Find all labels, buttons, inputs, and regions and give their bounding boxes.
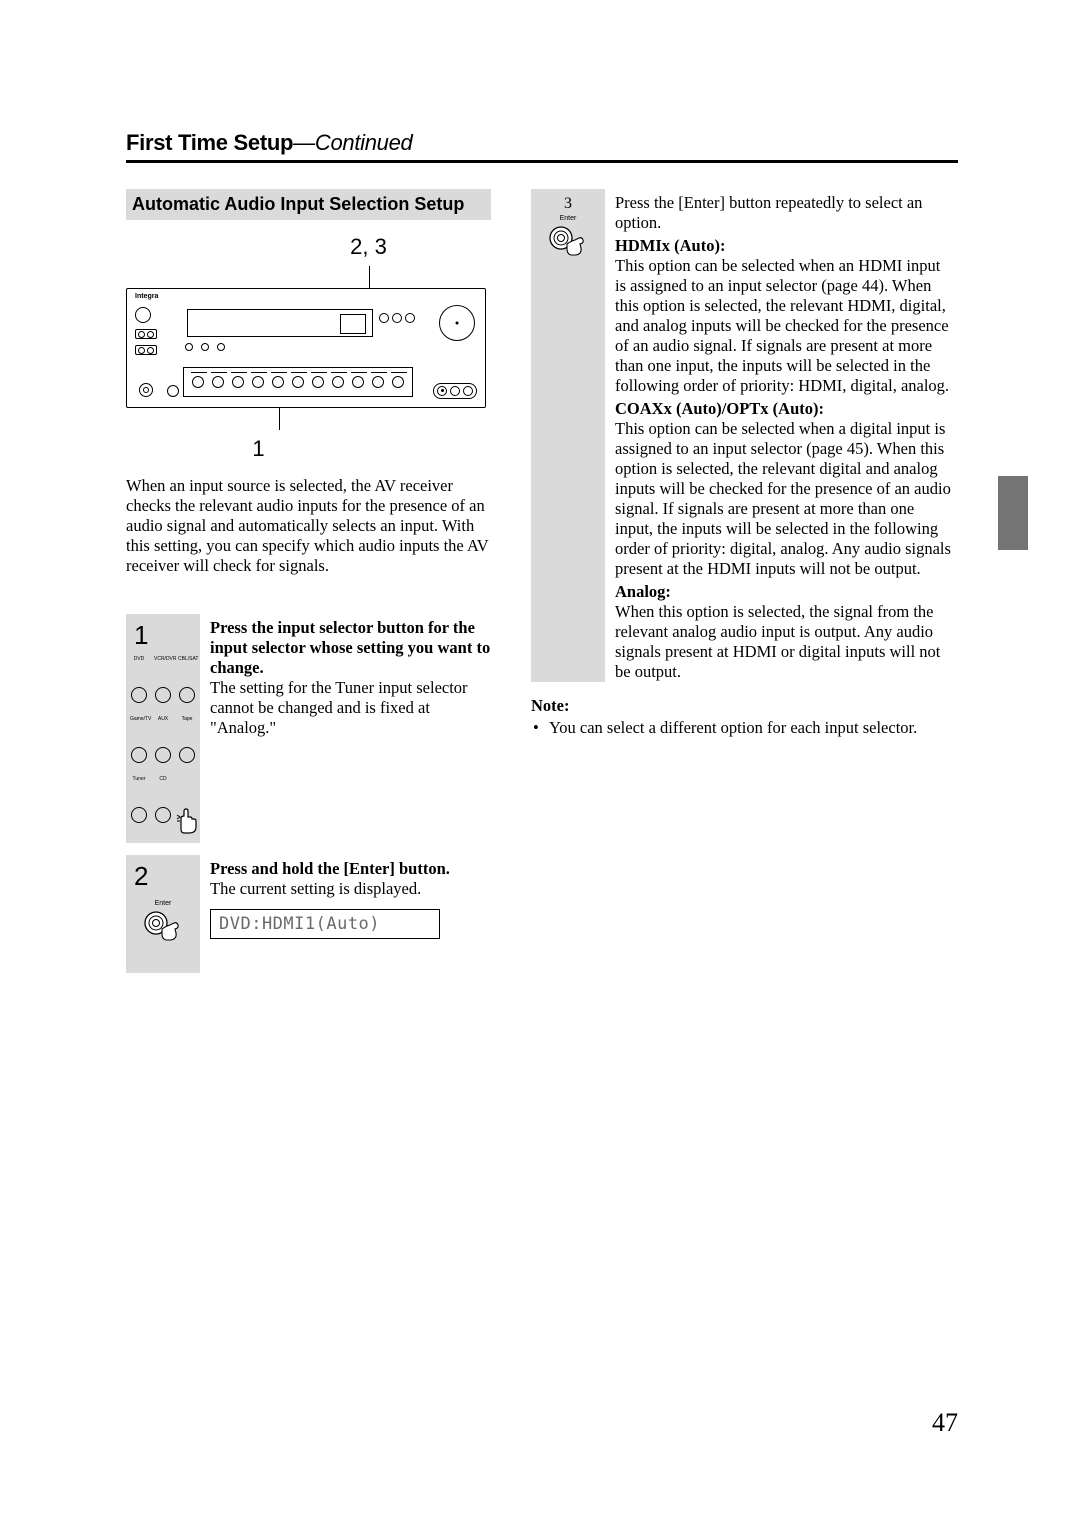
enter-label: Enter: [560, 215, 577, 222]
step-3-number: 3: [564, 195, 572, 213]
step-3-text: Press the [Enter] button repeatedly to s…: [615, 189, 951, 682]
left-column: Automatic Audio Input Selection Setup 2,…: [126, 189, 491, 973]
step-1-text: Press the input selector button for the …: [210, 614, 491, 843]
step-1-body: The setting for the Tuner input selector…: [210, 678, 468, 737]
step-2-bold: Press and hold the [Enter] button.: [210, 859, 450, 878]
step-1: 1 DVDVCR/DVRCBL/SAT Game/TVAUXTape Tuner…: [126, 614, 491, 843]
step-2-body: The current setting is displayed.: [210, 879, 421, 898]
page: First Time Setup—Continued Automatic Aud…: [0, 0, 1080, 1528]
step-1-numcol: 1 DVDVCR/DVRCBL/SAT Game/TVAUXTape Tuner…: [126, 614, 200, 843]
columns: Automatic Audio Input Selection Setup 2,…: [126, 189, 958, 973]
mid-buttons: [185, 343, 225, 351]
display-panel-icon: [187, 309, 373, 337]
step-2-number: 2: [134, 861, 148, 892]
page-header: First Time Setup—Continued: [126, 130, 958, 163]
enter-knob-icon: [167, 385, 179, 397]
section-heading: Automatic Audio Input Selection Setup: [126, 189, 491, 220]
callout-bottom-label: 1: [126, 436, 391, 462]
step-3-bold: Press the [Enter] button repeatedly to s…: [615, 193, 922, 232]
callout-top-label: 2, 3: [246, 234, 491, 260]
opt-analog-head: Analog:: [615, 582, 951, 602]
header-continued: —Continued: [293, 130, 412, 155]
lcd-display: DVD:HDMI1(Auto): [210, 909, 440, 939]
right-column: 3 Enter Press the [Enter] button repeate…: [531, 189, 951, 973]
intro-paragraph: When an input source is selected, the AV…: [126, 476, 491, 577]
audio-knobs: [379, 313, 415, 323]
enter-label: Enter: [155, 900, 172, 907]
note-item: You can select a different option for ea…: [545, 718, 951, 738]
zone-switch-icon: [135, 329, 157, 339]
aux-jacks: [433, 383, 477, 399]
leader-line-top: [126, 266, 491, 288]
step-3-numcol: 3 Enter: [531, 189, 605, 682]
receiver-diagram: 2, 3 Integra: [126, 234, 491, 462]
leader-line-bottom: [126, 408, 491, 430]
receiver-front-panel: Integra: [126, 288, 486, 408]
step-2-text: Press and hold the [Enter] button. The c…: [210, 855, 491, 973]
volume-knob-icon: [439, 305, 475, 341]
selector-row: [183, 367, 413, 397]
opt-analog-body: When this option is selected, the signal…: [615, 602, 951, 682]
step-1-bold: Press the input selector button for the …: [210, 618, 490, 677]
step-2: 2 Enter Press and hold the [Enter] butto…: [126, 855, 491, 973]
note-list: You can select a different option for ea…: [531, 718, 951, 738]
power-button-icon: [135, 307, 151, 323]
step-3: 3 Enter Press the [Enter] button repeate…: [531, 189, 951, 682]
pointing-hand-icon: [175, 807, 199, 835]
opt-coax-head: COAXx (Auto)/OPTx (Auto):: [615, 399, 951, 419]
zone-switch-icon: [135, 345, 157, 355]
page-number: 47: [932, 1408, 958, 1438]
headphone-jack-icon: [139, 383, 153, 397]
step-2-numcol: 2 Enter: [126, 855, 200, 973]
note-heading: Note:: [531, 696, 951, 716]
enter-button-icon: Enter: [144, 900, 182, 943]
power-zone: [135, 307, 181, 359]
step-1-number: 1: [134, 620, 148, 651]
thumb-index-tab: [998, 476, 1028, 550]
input-selector-grid: DVDVCR/DVRCBL/SAT Game/TVAUXTape TunerCD: [130, 657, 196, 833]
enter-button-icon: Enter: [549, 215, 587, 258]
opt-coax-body: This option can be selected when a digit…: [615, 419, 951, 579]
header-title: First Time Setup: [126, 130, 293, 155]
opt-hdmi-head: HDMIx (Auto):: [615, 236, 951, 256]
brand-label: Integra: [135, 293, 158, 300]
opt-hdmi-body: This option can be selected when an HDMI…: [615, 256, 951, 396]
